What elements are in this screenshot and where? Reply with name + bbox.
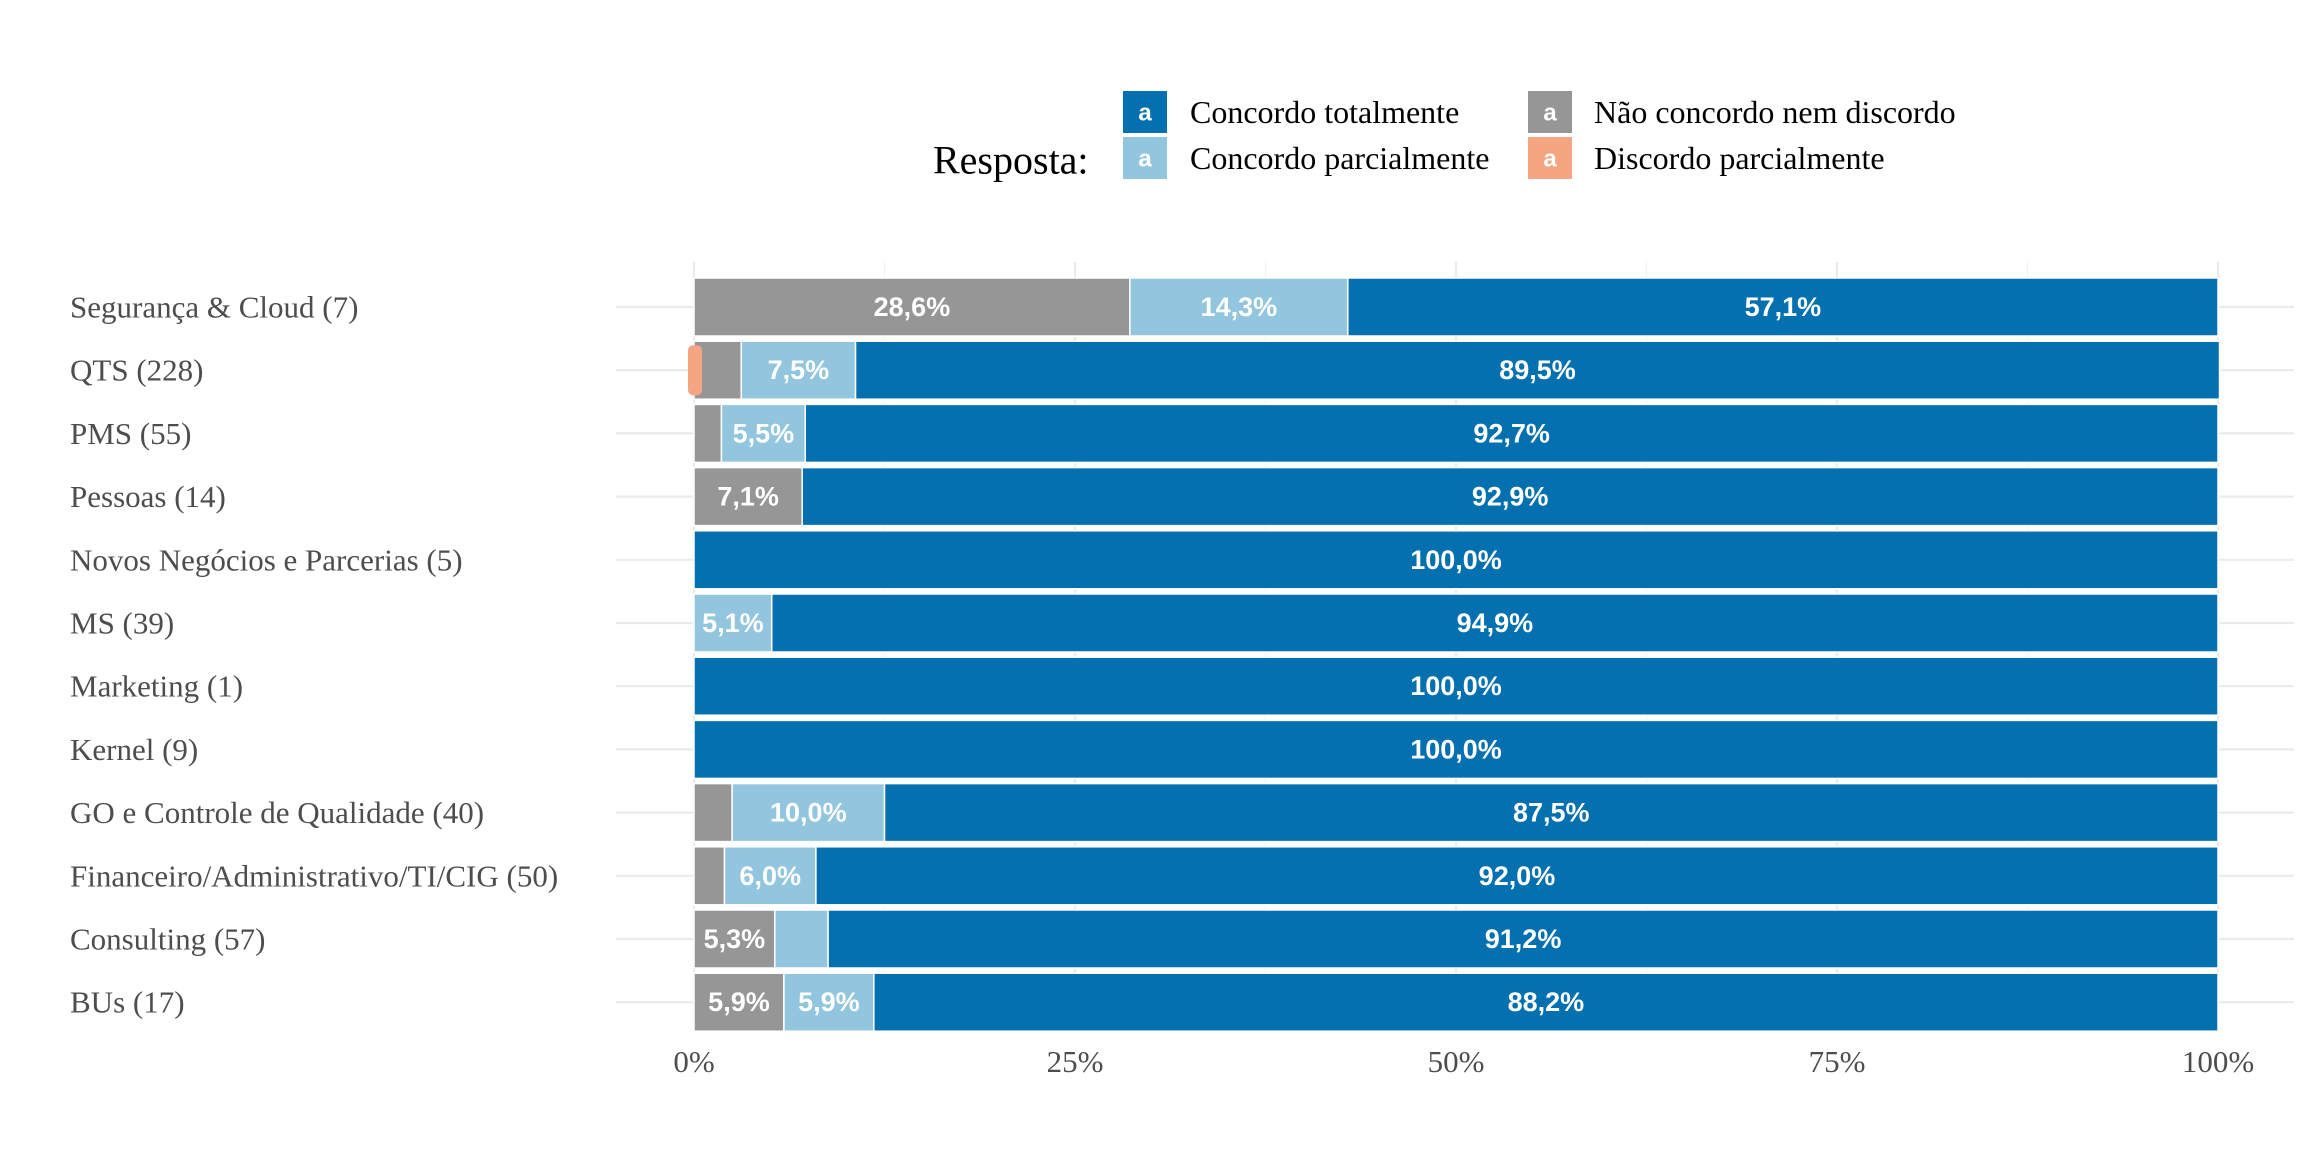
legend: Resposta: a Concordo totalmente a Concordo p… bbox=[933, 91, 1956, 183]
bar-row-marketing-1: 100,0% bbox=[693, 656, 2219, 716]
bar-label: 5,5% bbox=[733, 418, 795, 448]
bar-row-go-e-controle-de-qualidade-40: 10,0% 87,5% bbox=[693, 782, 2219, 843]
bar-row-pms-55: 5,5% 92,7% bbox=[693, 403, 2219, 464]
legend-label: Concordo parcialmente bbox=[1190, 140, 1489, 176]
bar-label: 88,2% bbox=[1508, 987, 1585, 1017]
bar-label: 100,0% bbox=[1410, 545, 1502, 575]
legend-key bbox=[1123, 137, 1167, 179]
bar-concordo-totalmente bbox=[770, 593, 2219, 653]
bar-concordo-totalmente bbox=[804, 403, 2219, 464]
bar-label: 5,9% bbox=[798, 987, 860, 1017]
bar-row-qts-228: 7,5% 89,5% bbox=[693, 340, 2221, 400]
category-labels: Segurança & Cloud (7) QTS (228) PMS (55) Pe… bbox=[70, 290, 558, 1020]
bar-concordo-parcialmente bbox=[720, 403, 807, 464]
bar-nao-concordo-nem-discordo bbox=[693, 403, 723, 464]
bar-label: 5,1% bbox=[702, 608, 764, 638]
bar-label: 5,3% bbox=[704, 924, 766, 954]
category-label: Marketing (1) bbox=[70, 669, 243, 704]
x-tick-label: 75% bbox=[1809, 1044, 1866, 1079]
legend-key-glyph: a bbox=[1138, 100, 1152, 127]
x-axis: 0% 25% 50% 75% 100% bbox=[673, 1044, 2254, 1079]
bar-concordo-totalmente bbox=[693, 530, 2219, 590]
bar-label: 100,0% bbox=[1410, 671, 1502, 701]
bar-label: 7,5% bbox=[768, 355, 830, 385]
bar-nao-concordo-nem-discordo bbox=[693, 466, 803, 527]
bar-row-consulting-57: 5,3% 91,2% bbox=[693, 909, 2219, 969]
legend-item-nao-concordo-nem-discordo: a Não concordo nem discordo bbox=[1528, 91, 1956, 133]
bar-label: 92,0% bbox=[1479, 861, 1556, 891]
legend-key-glyph: a bbox=[1138, 146, 1152, 173]
category-label: Pessoas (14) bbox=[70, 479, 226, 514]
bar-concordo-totalmente bbox=[883, 782, 2219, 843]
bar-nao-concordo-nem-discordo bbox=[693, 782, 733, 843]
bar-concordo-totalmente bbox=[693, 719, 2219, 780]
bar-label: 6,0% bbox=[739, 861, 801, 891]
category-label: Financeiro/Administrativo/TI/CIG (50) bbox=[70, 858, 558, 893]
bar-label: 87,5% bbox=[1513, 798, 1590, 828]
bar-label: 94,9% bbox=[1457, 608, 1534, 638]
bar-label: 89,5% bbox=[1499, 355, 1576, 385]
legend-label: Não concordo nem discordo bbox=[1594, 94, 1956, 130]
category-label: Novos Negócios e Parcerias (5) bbox=[70, 542, 463, 577]
category-label: Consulting (57) bbox=[70, 922, 265, 957]
bar-label: 7,1% bbox=[717, 482, 779, 512]
bar-label: 14,3% bbox=[1201, 292, 1278, 322]
bar-row-financeiro-administrativo-ti-cig-50: 6,0% 92,0% bbox=[693, 846, 2219, 906]
bar-label: 28,6% bbox=[874, 292, 951, 322]
legend-key bbox=[1528, 137, 1572, 179]
category-label: PMS (55) bbox=[70, 416, 191, 451]
legend-title: Resposta: bbox=[933, 138, 1089, 183]
bar-concordo-totalmente bbox=[693, 656, 2219, 716]
bar-concordo-parcialmente bbox=[783, 972, 875, 1032]
bar-row-ms-39: 5,1% 94,9% bbox=[693, 593, 2219, 653]
bar-row-bus-17: 5,9% 5,9% 88,2% bbox=[693, 972, 2219, 1032]
legend-label: Discordo parcialmente bbox=[1594, 140, 1885, 176]
bar-concordo-parcialmente bbox=[740, 340, 857, 400]
bar-concordo-totalmente bbox=[801, 466, 2219, 527]
category-label: BUs (17) bbox=[70, 985, 185, 1020]
legend-item-concordo-totalmente: a Concordo totalmente bbox=[1123, 91, 1459, 133]
x-tick-label: 25% bbox=[1047, 1044, 1104, 1079]
bars: 28,6% 14,3% 57,1% 7,5% 89,5% 5,5% 92,7% 7,1% 92,… bbox=[688, 277, 2221, 1032]
category-label: QTS (228) bbox=[70, 353, 203, 388]
bar-label: 91,2% bbox=[1485, 924, 1562, 954]
bar-label: 5,9% bbox=[708, 987, 770, 1017]
bar-label: 92,9% bbox=[1472, 482, 1549, 512]
category-label: Segurança & Cloud (7) bbox=[70, 290, 358, 325]
bar-concordo-totalmente bbox=[827, 909, 2219, 969]
x-tick-label: 0% bbox=[673, 1044, 714, 1079]
bar-concordo-parcialmente bbox=[723, 846, 817, 906]
category-label: MS (39) bbox=[70, 606, 174, 641]
bar-label: 57,1% bbox=[1745, 292, 1822, 322]
bar-nao-concordo-nem-discordo bbox=[693, 846, 726, 906]
bar-label: 92,7% bbox=[1473, 418, 1550, 448]
bar-concordo-parcialmente bbox=[774, 909, 829, 969]
bar-row-novos-negocios-e-parcerias-5: 100,0% bbox=[693, 530, 2219, 590]
bar-concordo-totalmente bbox=[815, 846, 2219, 906]
bar-nao-concordo-nem-discordo bbox=[693, 972, 785, 1032]
legend-key bbox=[1528, 91, 1572, 133]
bar-concordo-totalmente bbox=[1347, 277, 2219, 337]
category-label: GO e Controle de Qualidade (40) bbox=[70, 795, 484, 830]
x-tick-label: 100% bbox=[2182, 1044, 2254, 1079]
bar-label: 100,0% bbox=[1410, 734, 1502, 764]
legend-item-discordo-parcialmente: a Discordo parcialmente bbox=[1528, 137, 1885, 179]
bar-label: 10,0% bbox=[770, 798, 847, 828]
bar-row-pessoas-14: 7,1% 92,9% bbox=[693, 466, 2219, 527]
bar-row-seguranca-cloud-7: 28,6% 14,3% 57,1% bbox=[693, 277, 2219, 337]
bar-nao-concordo-nem-discordo bbox=[693, 909, 776, 969]
bar-discordo-parcialmente bbox=[688, 345, 702, 396]
bar-concordo-parcialmente bbox=[731, 782, 886, 843]
bar-concordo-totalmente bbox=[873, 972, 2219, 1032]
legend-key-glyph: a bbox=[1543, 100, 1557, 127]
legend-item-concordo-parcialmente: a Concordo parcialmente bbox=[1123, 137, 1489, 179]
x-tick-label: 50% bbox=[1428, 1044, 1485, 1079]
bar-row-kernel-9: 100,0% bbox=[693, 719, 2219, 780]
legend-key bbox=[1123, 91, 1167, 133]
bar-concordo-totalmente bbox=[854, 340, 2221, 400]
category-label: Kernel (9) bbox=[70, 732, 198, 767]
legend-key-glyph: a bbox=[1543, 146, 1557, 173]
legend-label: Concordo totalmente bbox=[1190, 94, 1459, 130]
